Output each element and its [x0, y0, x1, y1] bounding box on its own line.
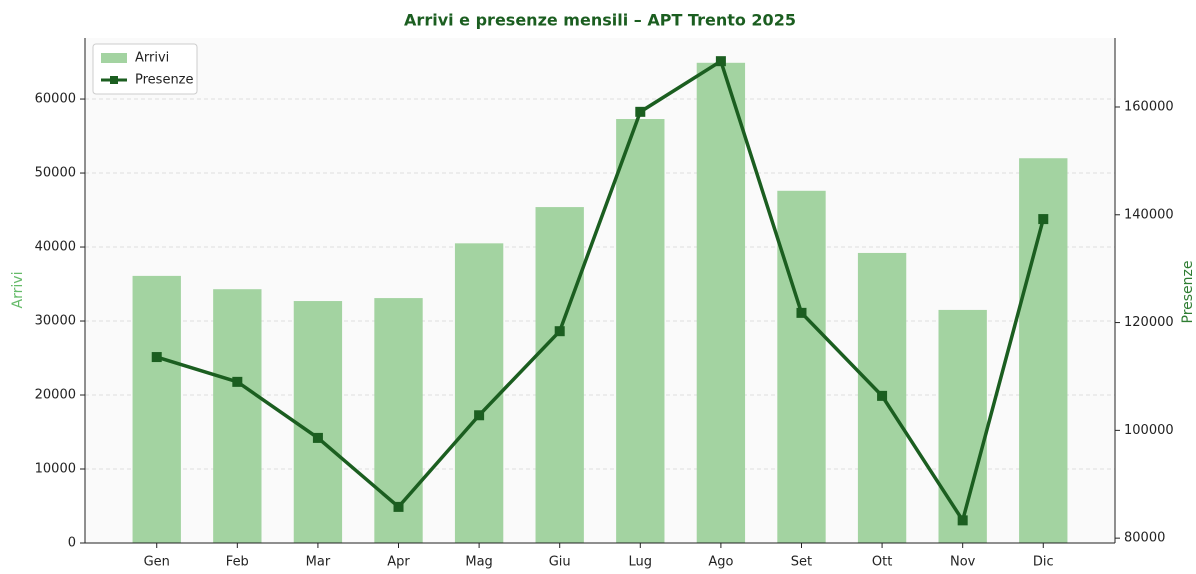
- legend-label: Arrivi: [135, 51, 169, 66]
- y-tick-label: 0: [68, 536, 76, 551]
- y-tick-label: 40000: [35, 240, 76, 255]
- x-tick-label: Nov: [950, 555, 976, 570]
- bar: [616, 119, 665, 544]
- y-tick-label: 10000: [35, 462, 76, 477]
- x-tick-label: Lug: [629, 555, 653, 570]
- y-axis-label: Arrivi: [10, 272, 26, 309]
- x-tick-label: Apr: [387, 555, 410, 570]
- x-tick-label: Giu: [549, 555, 571, 570]
- marker: [796, 307, 807, 318]
- y2-axis-label: Presenze: [1180, 261, 1196, 324]
- bar: [535, 207, 584, 544]
- bar: [696, 62, 746, 544]
- y-tick-label: 20000: [35, 388, 76, 403]
- marker: [957, 515, 968, 526]
- marker: [635, 106, 646, 117]
- line: [156, 58, 1045, 525]
- marker: [1038, 214, 1049, 225]
- y-tick-label: 60000: [35, 92, 76, 107]
- bar: [132, 275, 181, 543]
- x-tick-label: Dic: [1033, 555, 1054, 570]
- bar: [213, 289, 262, 543]
- marker: [232, 376, 243, 387]
- y2-tick-label: 120000: [1124, 315, 1174, 330]
- legend-marker: [110, 76, 118, 84]
- legend-swatch: [101, 53, 127, 63]
- x-tick-label: Mag: [465, 555, 492, 570]
- marker: [151, 352, 162, 363]
- y2-tick-label: 80000: [1124, 531, 1165, 546]
- x-tick-label: Mar: [306, 555, 331, 570]
- bar: [777, 190, 826, 544]
- marker: [312, 432, 323, 443]
- y2-tick-label: 100000: [1124, 423, 1174, 438]
- marker: [554, 326, 565, 337]
- y2-tick-label: 160000: [1124, 99, 1174, 114]
- x-tick-label: Gen: [144, 555, 170, 570]
- marker: [474, 410, 485, 421]
- x-tick-label: Ago: [708, 555, 733, 570]
- marker: [715, 56, 726, 67]
- x-tick-label: Feb: [226, 555, 249, 570]
- x-tick-label: Set: [791, 555, 812, 570]
- y2-tick-label: 140000: [1124, 207, 1174, 222]
- marker: [393, 501, 404, 512]
- y-tick-label: 30000: [35, 314, 76, 329]
- marker: [877, 390, 888, 401]
- y-tick-label: 50000: [35, 166, 76, 181]
- bar: [293, 301, 343, 543]
- x-tick-label: Ott: [872, 555, 892, 570]
- chart-title: Arrivi e presenze mensili – APT Trento 2…: [404, 11, 796, 30]
- legend-label: Presenze: [135, 73, 194, 88]
- bar: [454, 243, 504, 544]
- bar: [938, 309, 987, 543]
